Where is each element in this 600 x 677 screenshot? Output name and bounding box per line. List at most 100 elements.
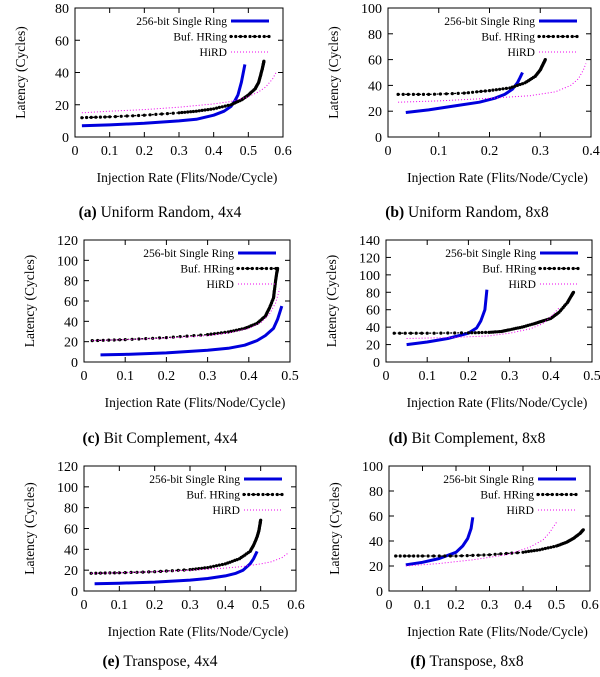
data-point: [215, 106, 219, 110]
data-point: [484, 330, 488, 334]
x-tick-label: 0.2: [146, 598, 164, 613]
data-point: [203, 108, 207, 112]
data-point: [125, 114, 129, 118]
data-point: [529, 549, 534, 553]
x-tick-label: 0: [385, 144, 392, 159]
data-point: [403, 554, 407, 558]
y-tick-label: 0: [376, 585, 383, 600]
data-point: [394, 554, 398, 558]
data-point: [131, 114, 135, 118]
x-tick-label: 0.2: [460, 369, 478, 384]
x-tick-label: 0.1: [430, 144, 448, 159]
data-point: [450, 92, 454, 96]
data-point: [416, 554, 420, 558]
x-tick-label: 0.1: [116, 369, 134, 384]
y-tick-label: 100: [359, 269, 380, 284]
y-tick-label: 0: [71, 585, 78, 600]
y-tick-label: 20: [64, 336, 78, 351]
data-point: [137, 113, 141, 118]
panel-caption: (a) Uniform Random, 4x4: [79, 204, 242, 221]
data-point: [183, 110, 187, 114]
data-point: [476, 553, 480, 557]
panel-caption: (d) Bit Complement, 8x8: [389, 430, 546, 447]
y-axis-label: Latency (Cycles): [326, 26, 341, 119]
data-point: [217, 563, 221, 567]
x-tick-label: 0.2: [136, 144, 154, 159]
data-point: [427, 92, 431, 96]
data-point: [189, 110, 193, 114]
x-tick-label: 0.5: [281, 369, 299, 384]
data-point: [101, 338, 105, 342]
legend-marker: [266, 492, 270, 497]
data-point: [480, 330, 484, 335]
data-point: [113, 115, 117, 119]
y-tick-label: 60: [368, 54, 382, 69]
x-tick-label: 0.4: [240, 369, 258, 384]
data-point: [217, 105, 221, 109]
data-point: [117, 571, 121, 575]
legend-label: Buf. HRing: [180, 264, 234, 276]
data-point: [396, 92, 400, 96]
legend-marker: [564, 492, 569, 497]
data-point: [407, 554, 411, 558]
caption-text: Uniform Random, 8x8: [404, 204, 549, 221]
legend-marker: [236, 266, 240, 271]
data-point: [508, 86, 512, 90]
data-point: [220, 105, 224, 109]
data-point: [171, 111, 175, 115]
data-point: [527, 549, 531, 554]
data-point: [103, 115, 107, 119]
data-point: [549, 545, 553, 549]
series-line-buf-hring: [81, 61, 265, 119]
data-point: [571, 290, 576, 294]
x-axis-label: Injection Rate (Flits/Node/Cycle): [407, 395, 588, 410]
legend-label: HiRD: [508, 47, 535, 59]
y-tick-label: 80: [368, 28, 382, 43]
data-point: [206, 566, 210, 570]
data-point: [144, 337, 148, 341]
legend-marker: [260, 266, 264, 271]
legend-marker: [280, 492, 284, 497]
data-point: [237, 328, 241, 332]
data-point: [200, 108, 204, 112]
x-tick-label: 0.3: [170, 144, 188, 159]
data-point: [197, 109, 201, 113]
data-point: [456, 91, 460, 95]
chart-panel-f: 0 0.1 0.2 0.3 0.4 0.5 0.6 0 20 40 60 80 100 Injection…: [327, 460, 599, 670]
chart-panel-a: 0 0.1 0.2 0.3 0.4 0.5 0.6 0 20 40 60 80 Injection Ra…: [13, 2, 292, 221]
data-point: [412, 554, 416, 558]
legend-marker: [245, 266, 250, 271]
legend-marker: [555, 492, 559, 497]
y-axis-label: Latency (Cycles): [22, 482, 37, 575]
data-point: [94, 115, 98, 119]
data-point: [112, 338, 116, 342]
caption-letter: (f): [410, 653, 426, 670]
data-point: [581, 528, 585, 532]
data-point: [409, 331, 413, 335]
data-point: [160, 112, 164, 116]
data-point: [444, 92, 448, 96]
data-point: [535, 548, 539, 552]
data-point: [532, 549, 536, 553]
legend-label: Buf. HRing: [481, 32, 535, 44]
legend-label: 256-bit Single Ring: [136, 16, 227, 28]
data-point: [466, 331, 470, 335]
data-point: [406, 92, 410, 96]
legend-marker: [234, 34, 238, 39]
legend-marker: [274, 266, 278, 271]
y-tick-label: 60: [64, 523, 78, 538]
data-point: [398, 554, 402, 558]
data-point: [494, 88, 498, 92]
x-tick-label: 0.4: [205, 144, 223, 159]
data-point: [212, 107, 216, 111]
legend-marker: [561, 34, 565, 39]
legend-marker: [557, 266, 561, 271]
legend-marker: [571, 266, 575, 271]
data-point: [460, 554, 464, 558]
legend-label: HiRD: [207, 279, 234, 291]
y-tick-label: 20: [64, 564, 78, 579]
data-point: [235, 558, 239, 562]
series-line-single-ring: [100, 305, 284, 357]
data-point: [223, 104, 227, 108]
y-tick-label: 40: [366, 321, 380, 336]
